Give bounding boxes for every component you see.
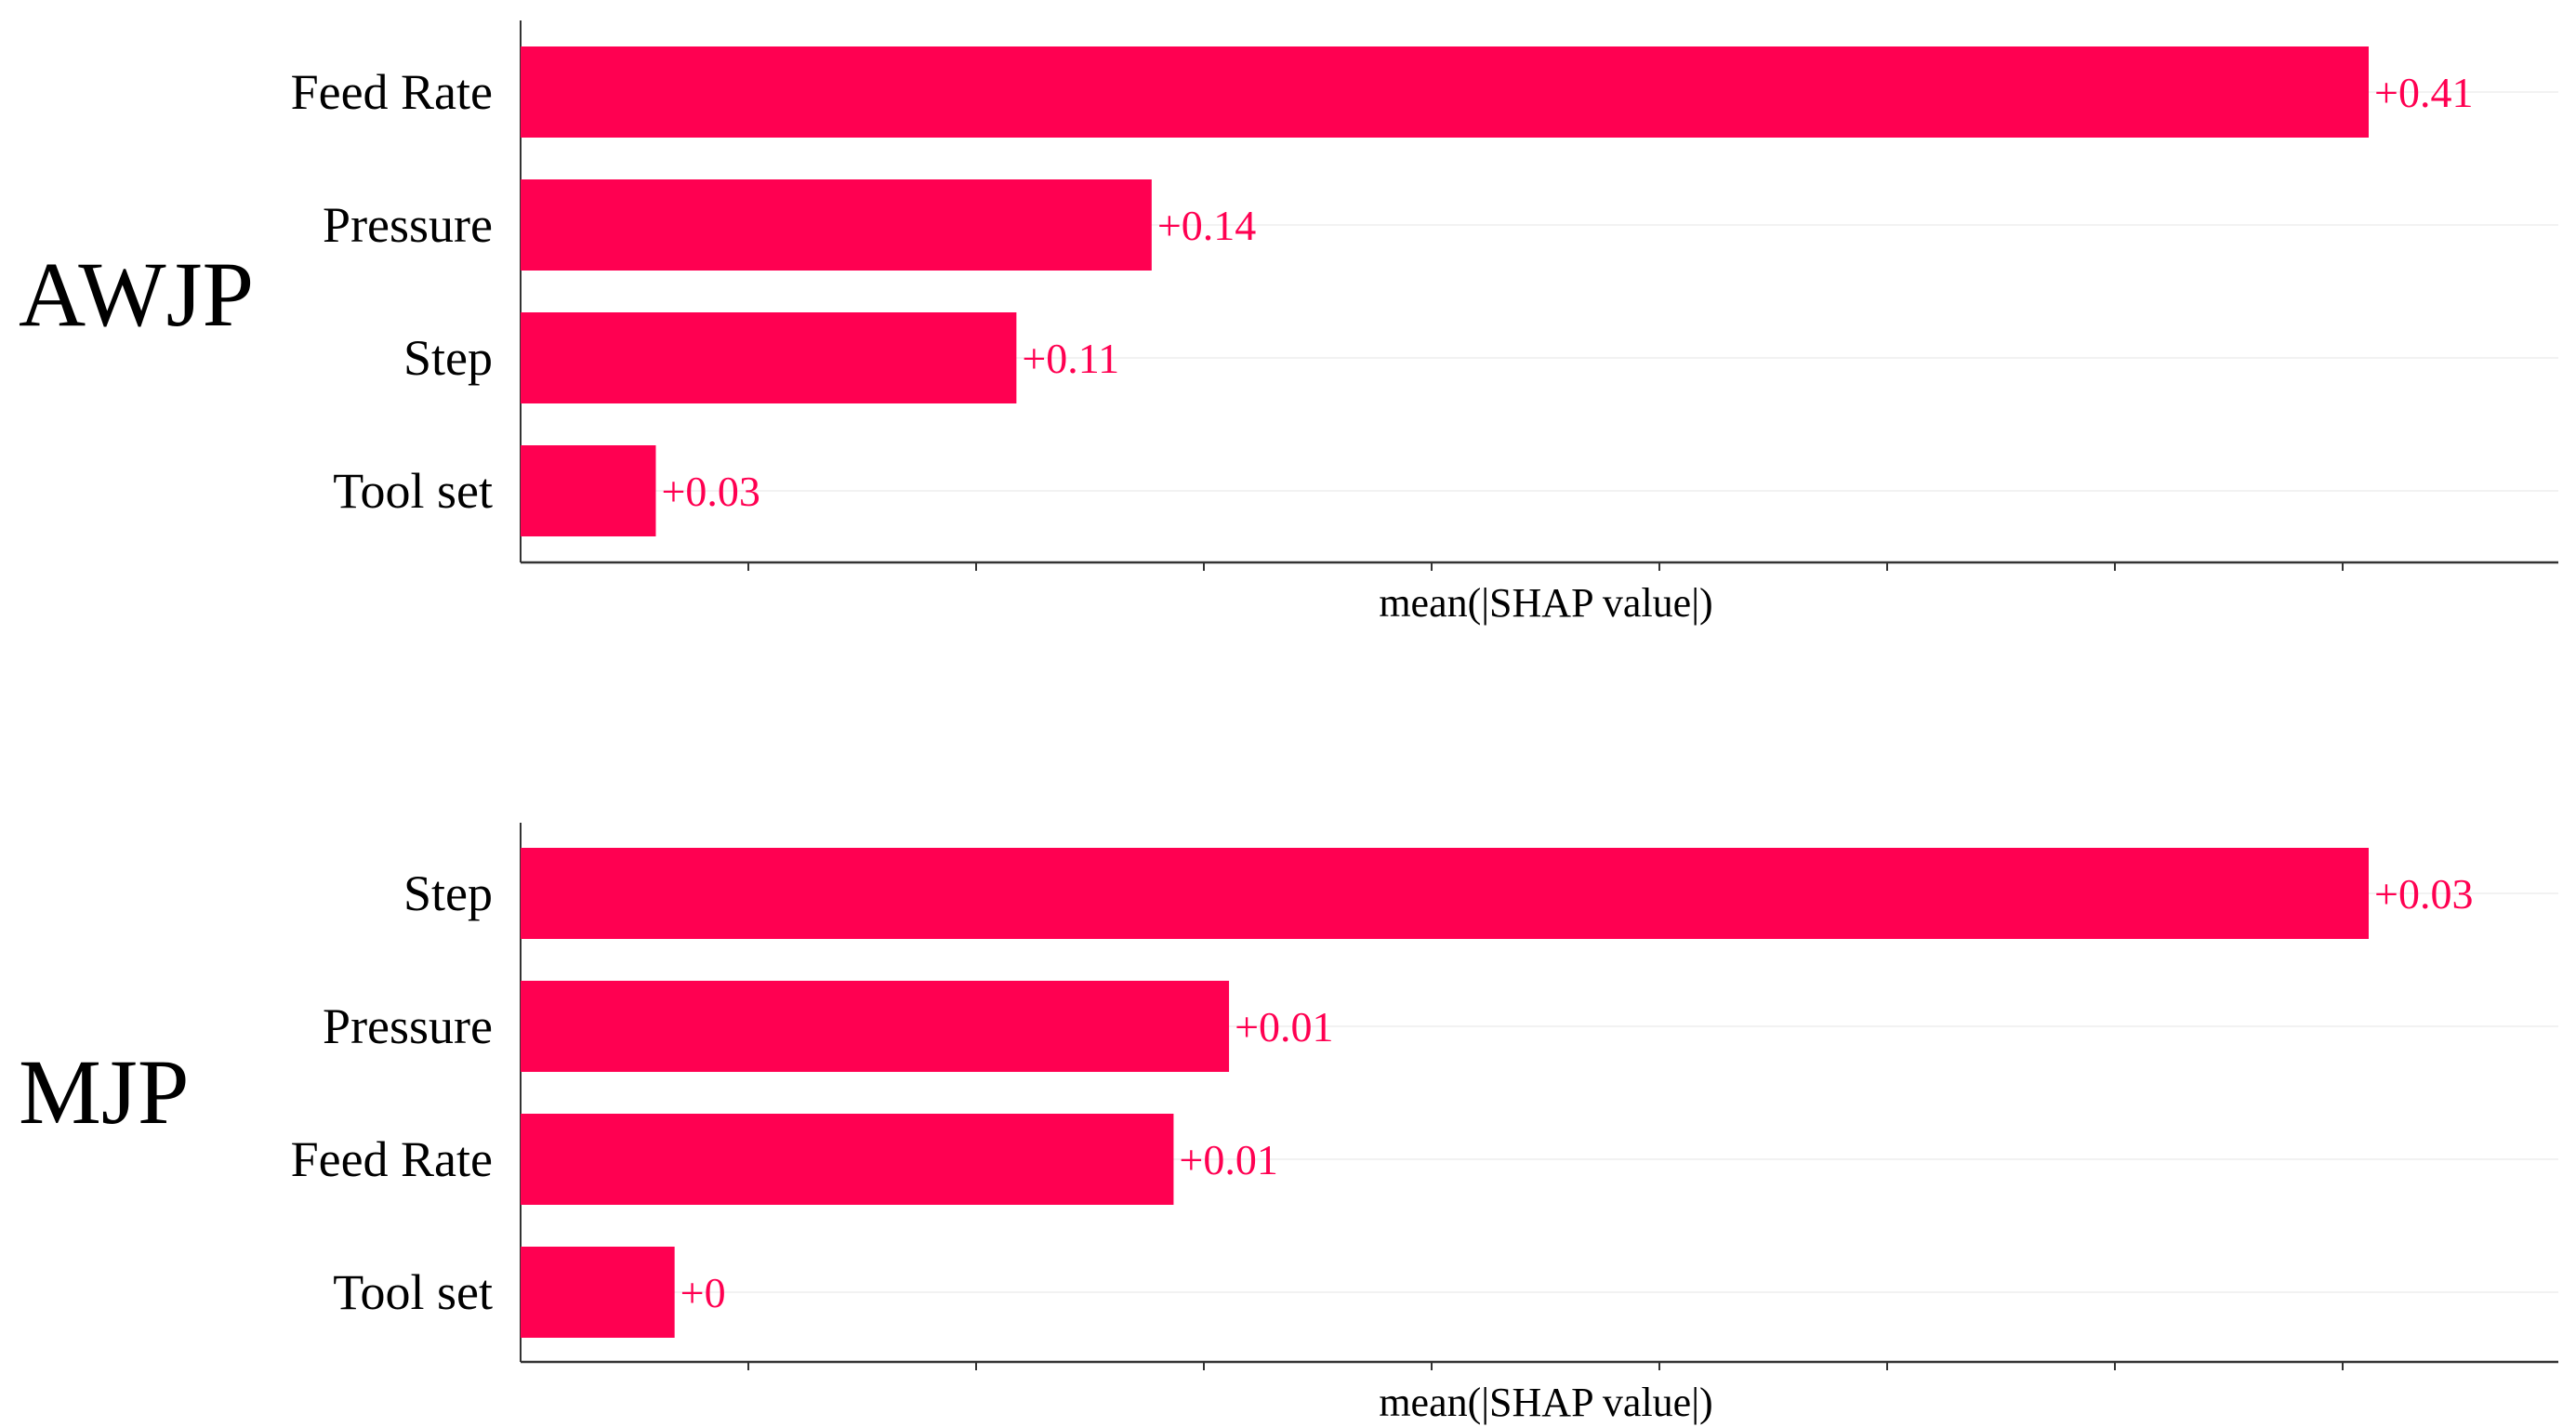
value-label: +0.14 xyxy=(1157,202,1256,249)
category-label: Tool set xyxy=(333,1264,493,1320)
value-label: +0.01 xyxy=(1179,1136,1277,1183)
category-label: Feed Rate xyxy=(291,64,493,120)
bar xyxy=(521,46,2369,138)
x-axis-title: mean(|SHAP value|) xyxy=(1379,1380,1712,1425)
chart-panel-awjp: Feed Rate +0.41 Pressure +0.14 Step +0.11 Tool… xyxy=(19,20,2558,626)
bar xyxy=(521,981,1230,1072)
value-label: +0.41 xyxy=(2374,69,2473,116)
category-label: Pressure xyxy=(323,998,493,1054)
bar xyxy=(521,1247,675,1338)
category-label: Feed Rate xyxy=(291,1131,493,1187)
bar xyxy=(521,848,2369,939)
category-label: Step xyxy=(403,330,493,386)
bar xyxy=(521,1114,1174,1205)
value-label: +0.01 xyxy=(1235,1003,1333,1050)
chart-panel-mjp: Step +0.03 Pressure +0.01 Feed Rate +0.01 Tool… xyxy=(19,823,2558,1425)
value-label: +0 xyxy=(680,1269,726,1316)
bar xyxy=(521,445,656,536)
category-label: Step xyxy=(403,865,493,921)
x-axis-title: mean(|SHAP value|) xyxy=(1379,580,1712,626)
bar xyxy=(521,179,1152,271)
value-label: +0.11 xyxy=(1022,335,1119,382)
panel-title: MJP xyxy=(19,1040,189,1143)
bar xyxy=(521,312,1017,403)
category-label: Tool set xyxy=(333,463,493,519)
value-label: +0.03 xyxy=(661,468,760,515)
value-label: +0.03 xyxy=(2374,870,2473,918)
category-label: Pressure xyxy=(323,197,493,253)
panel-title: AWJP xyxy=(19,243,254,346)
